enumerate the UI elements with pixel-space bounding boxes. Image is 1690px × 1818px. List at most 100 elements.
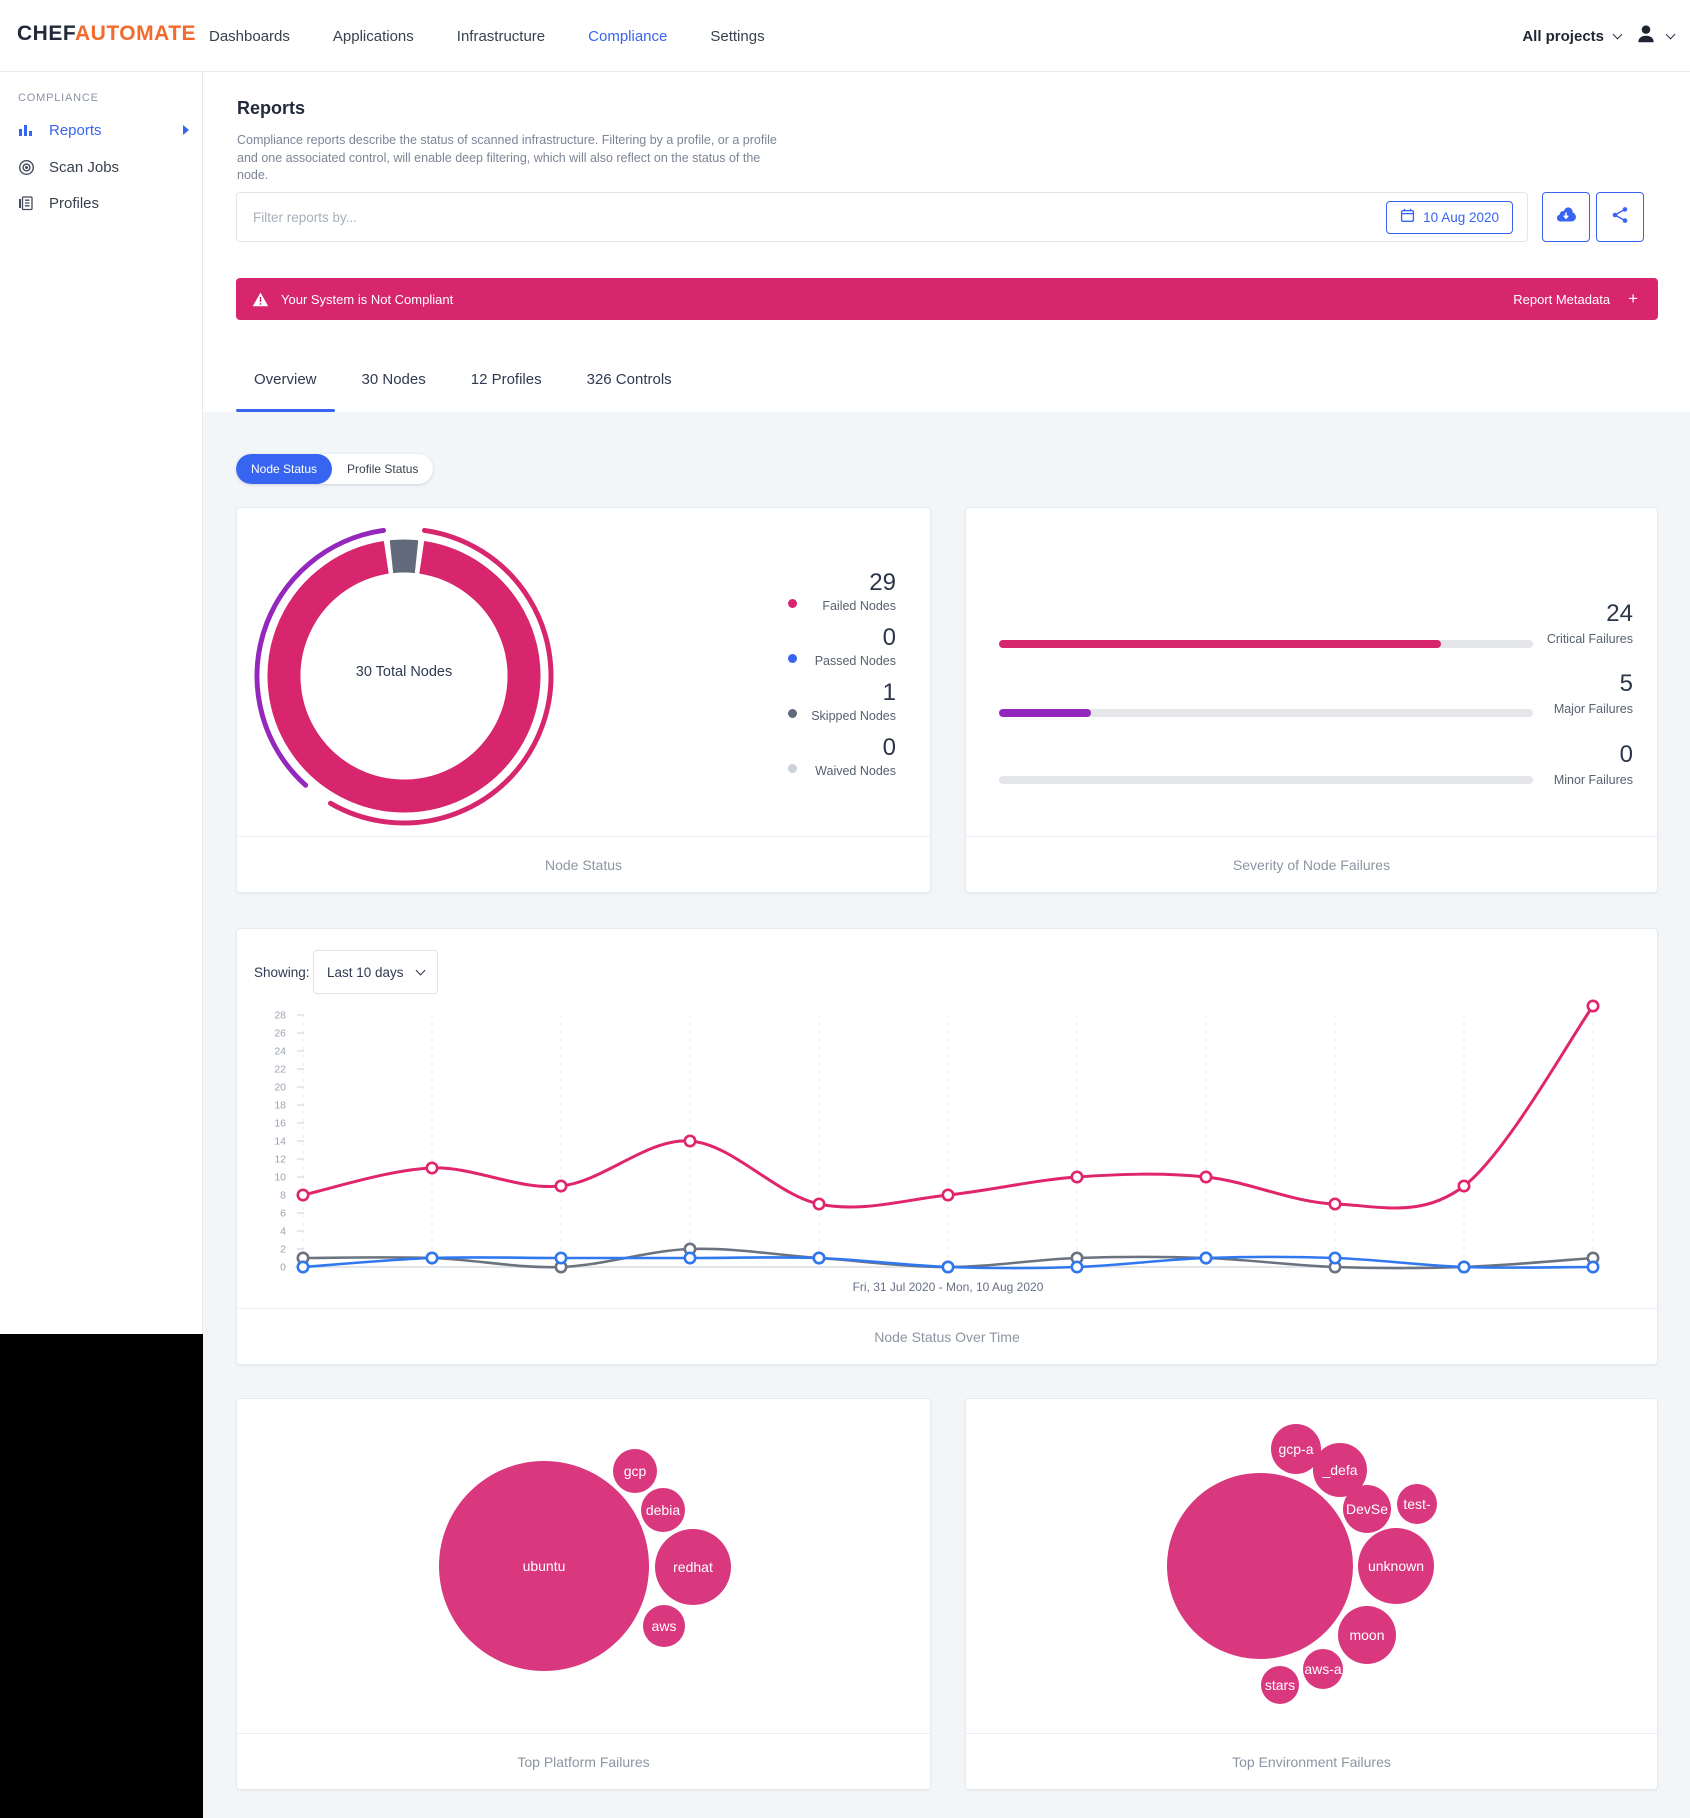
legend-dot-icon bbox=[788, 599, 797, 608]
bubble-test[interactable] bbox=[1397, 1484, 1437, 1524]
nav-items: Dashboards Applications Infrastructure Comp… bbox=[209, 0, 808, 72]
plus-icon: + bbox=[1628, 289, 1638, 308]
node-status-donut bbox=[224, 496, 584, 856]
compliance-sidebar: COMPLIANCE Reports Scan Jobs Profiles bbox=[0, 72, 203, 1334]
platform-failures-card: ubuntu gcp debia redhat aws Top Platform Fai… bbox=[236, 1398, 931, 1790]
sidebar-item-profiles[interactable]: Profiles bbox=[0, 188, 203, 218]
date-range-select[interactable]: Last 10 days bbox=[313, 950, 438, 994]
severity-critical-failures: 24 Critical Failures bbox=[1547, 600, 1633, 646]
chevron-down-icon bbox=[1612, 29, 1623, 40]
legend-dot-icon bbox=[788, 709, 797, 718]
nav-applications[interactable]: Applications bbox=[332, 27, 414, 45]
severity-bar-track bbox=[999, 709, 1533, 717]
svg-text:10: 10 bbox=[274, 1172, 286, 1184]
download-report-button[interactable] bbox=[1542, 192, 1590, 242]
legend-skipped-nodes: 1 Skipped Nodes bbox=[811, 679, 896, 724]
svg-text:22: 22 bbox=[274, 1064, 286, 1076]
bubble-gcp[interactable] bbox=[613, 1449, 657, 1493]
bubble-blank[interactable] bbox=[1167, 1473, 1353, 1659]
severity-card: 24 Critical Failures 5 Major Failures 0 Mi… bbox=[965, 507, 1658, 893]
tab-overview[interactable]: Overview bbox=[236, 371, 335, 412]
svg-text:2: 2 bbox=[280, 1244, 286, 1256]
legend-label: Waived Nodes bbox=[815, 764, 896, 778]
toggle-profile-status[interactable]: Profile Status bbox=[347, 462, 419, 476]
compliance-banner: Your System is Not Compliant Report Meta… bbox=[236, 278, 1658, 320]
date-picker-label: 10 Aug 2020 bbox=[1423, 209, 1499, 225]
node-trend-card: Showing: Last 10 days 0 2 4 6 8 10 12 14 16 18 20 2… bbox=[236, 928, 1658, 1365]
severity-label: Major Failures bbox=[1553, 702, 1633, 716]
bubble-gcp-a[interactable] bbox=[1271, 1424, 1321, 1474]
node-status-card: 30 Total Nodes 29 Failed Nodes 0 Passed N… bbox=[236, 507, 931, 893]
bubble-stars[interactable] bbox=[1261, 1666, 1299, 1704]
page-header: Reports Compliance reports describe the … bbox=[203, 72, 1690, 412]
sidebar-item-label: Reports bbox=[49, 121, 102, 139]
legend-dot-icon bbox=[788, 764, 797, 773]
brand-logo[interactable]: CHEFAUTOMATE bbox=[17, 22, 196, 46]
svg-text:18: 18 bbox=[274, 1100, 286, 1112]
projects-dropdown[interactable]: All projects bbox=[1522, 28, 1623, 45]
svg-text:12: 12 bbox=[274, 1154, 286, 1166]
cloud-download-icon bbox=[1555, 206, 1577, 228]
bubble-redhat[interactable] bbox=[655, 1529, 731, 1605]
severity-label: Critical Failures bbox=[1546, 632, 1633, 646]
svg-text:24: 24 bbox=[274, 1046, 286, 1058]
bubble-aws-a[interactable] bbox=[1303, 1649, 1343, 1689]
card-caption: Severity of Node Failures bbox=[966, 836, 1657, 892]
report-tabs: Overview 30 Nodes 12 Profiles 326 Controls bbox=[236, 348, 699, 412]
share-icon bbox=[1611, 206, 1629, 229]
legend-value: 29 bbox=[869, 569, 896, 596]
nav-right: All projects bbox=[1522, 0, 1676, 72]
sidebar-item-label: Scan Jobs bbox=[49, 158, 120, 176]
legend-label: Failed Nodes bbox=[822, 599, 896, 613]
nav-dashboards[interactable]: Dashboards bbox=[209, 27, 290, 45]
bubble-ubuntu[interactable] bbox=[439, 1461, 649, 1671]
card-caption: Top Platform Failures bbox=[237, 1733, 930, 1789]
svg-text:4: 4 bbox=[280, 1226, 286, 1238]
svg-text:8: 8 bbox=[280, 1190, 286, 1202]
user-icon bbox=[1635, 23, 1657, 50]
bubble-moon[interactable] bbox=[1338, 1606, 1396, 1664]
bubble-defa[interactable] bbox=[1313, 1443, 1367, 1497]
user-menu[interactable] bbox=[1635, 23, 1676, 50]
nav-settings[interactable]: Settings bbox=[710, 27, 765, 45]
bubble-devse[interactable] bbox=[1343, 1485, 1391, 1533]
bubble-unknown[interactable] bbox=[1358, 1528, 1434, 1604]
tab-12-profiles[interactable]: 12 Profiles bbox=[470, 371, 542, 388]
report-metadata-toggle[interactable]: Report Metadata + bbox=[1513, 289, 1638, 309]
tab-326-controls[interactable]: 326 Controls bbox=[586, 371, 672, 388]
top-navigation: CHEFAUTOMATE Dashboards Applications Infra… bbox=[0, 0, 1690, 72]
severity-bar-track bbox=[999, 640, 1533, 648]
sidebar-item-reports[interactable]: Reports bbox=[0, 115, 203, 145]
legend-passed-nodes: 0 Passed Nodes bbox=[815, 625, 896, 669]
status-toggle: Node Status Profile Status bbox=[236, 454, 434, 484]
banner-message: Your System is Not Compliant bbox=[281, 291, 454, 307]
card-caption: Node Status bbox=[237, 836, 930, 892]
nav-compliance[interactable]: Compliance bbox=[588, 27, 668, 45]
showing-label: Showing: bbox=[254, 965, 310, 980]
date-picker-button[interactable]: 10 Aug 2020 bbox=[1386, 200, 1513, 234]
chevron-down-icon bbox=[1665, 29, 1676, 40]
legend-waived-nodes: 0 Waived Nodes bbox=[815, 735, 896, 779]
calendar-icon bbox=[1400, 208, 1415, 226]
toggle-node-status[interactable]: Node Status bbox=[236, 454, 333, 484]
nav-infrastructure[interactable]: Infrastructure bbox=[456, 27, 546, 45]
legend-value: 1 bbox=[882, 679, 896, 706]
bubble-debia[interactable] bbox=[641, 1488, 685, 1532]
range-select-value: Last 10 days bbox=[327, 964, 404, 980]
filter-bar: 10 Aug 2020 bbox=[236, 192, 1528, 242]
radar-icon bbox=[18, 159, 36, 176]
share-report-button[interactable] bbox=[1596, 192, 1644, 242]
svg-text:20: 20 bbox=[274, 1082, 286, 1094]
tab-30-nodes[interactable]: 30 Nodes bbox=[361, 371, 426, 388]
bubble-aws[interactable] bbox=[643, 1605, 685, 1647]
svg-text:0: 0 bbox=[280, 1262, 286, 1274]
sidebar-item-scan-jobs[interactable]: Scan Jobs bbox=[0, 152, 203, 182]
brand-automate: AUTOMATE bbox=[75, 22, 197, 45]
filter-reports-input[interactable] bbox=[237, 209, 1387, 225]
warning-icon bbox=[252, 292, 269, 307]
severity-label: Minor Failures bbox=[1553, 773, 1633, 787]
card-caption: Node Status Over Time bbox=[237, 1308, 1657, 1364]
